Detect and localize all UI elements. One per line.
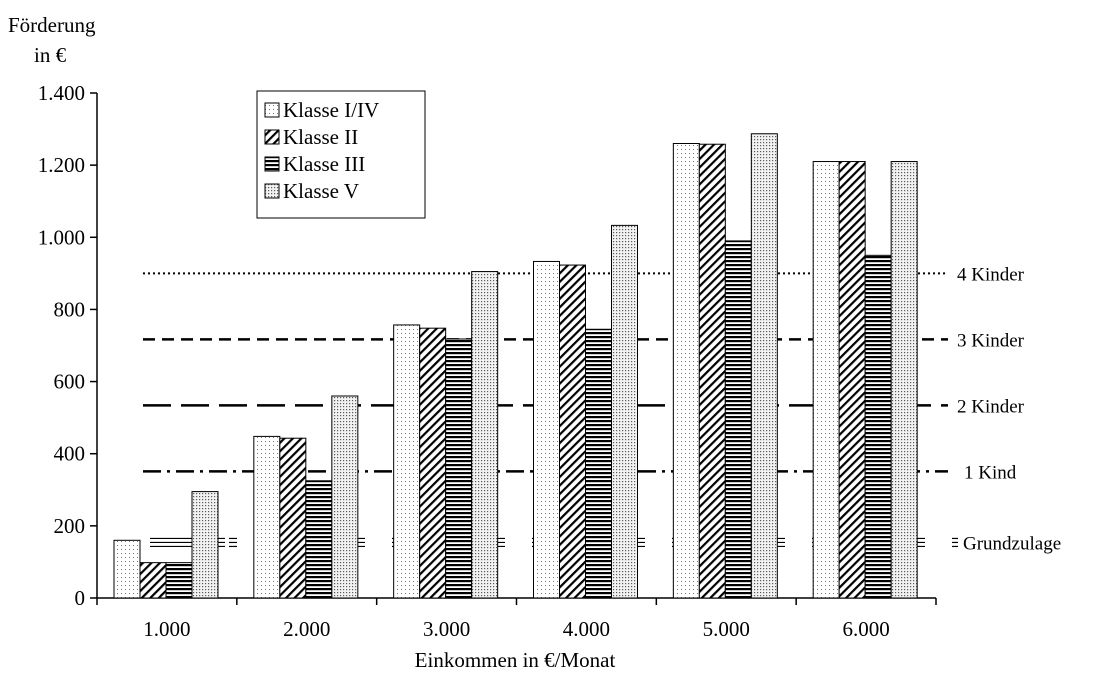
bar <box>191 491 219 599</box>
bar <box>139 562 167 599</box>
y-tick-label: 1.400 <box>38 81 85 105</box>
legend-swatch <box>264 129 280 145</box>
bar <box>393 324 421 599</box>
y-tick-label: 1.200 <box>38 153 85 177</box>
bar <box>838 161 866 599</box>
reference-line-label: 3 Kinder <box>957 330 1025 351</box>
bar <box>585 328 612 599</box>
legend-swatch <box>264 183 280 199</box>
x-axis-title: Einkommen in €/Monat <box>415 648 616 672</box>
reference-line-label: 1 Kind <box>964 462 1017 483</box>
y-tick-label: 800 <box>54 297 86 321</box>
bar <box>165 562 193 599</box>
x-ticks: 1.000 2.000 3.000 4.000 5.000 6.000 <box>96 598 937 641</box>
y-tick-label: 600 <box>54 370 86 394</box>
bar <box>890 161 918 599</box>
x-tick-label: 6.000 <box>842 617 889 641</box>
legend-swatch <box>264 102 280 118</box>
legend-label: Klasse V <box>283 179 359 203</box>
y-ticks: 0 200 400 600 800 1.000 1.200 1.400 <box>38 81 97 610</box>
bar <box>611 224 638 599</box>
x-tick-label: 1.000 <box>143 617 190 641</box>
bar <box>471 271 499 599</box>
bar <box>445 338 473 599</box>
y-axis-title-line1: Förderung <box>8 13 96 37</box>
y-tick-label: 200 <box>54 514 86 538</box>
bars <box>113 133 918 599</box>
bar <box>113 539 141 599</box>
x-tick-label: 3.000 <box>423 617 470 641</box>
bar <box>559 264 586 599</box>
bar <box>419 327 447 599</box>
bar <box>864 254 892 599</box>
legend: Klasse I/IV Klasse II Klasse III Klasse V <box>256 90 426 219</box>
y-tick-label: 400 <box>54 442 86 466</box>
y-axis-title-line2: in € <box>34 43 67 67</box>
legend-label: Klasse II <box>283 125 358 149</box>
x-tick-label: 2.000 <box>283 617 330 641</box>
bar <box>279 437 307 599</box>
bar <box>812 161 840 599</box>
bar <box>698 143 726 599</box>
bar <box>305 480 333 599</box>
legend-swatch <box>264 156 280 172</box>
x-tick-label: 4.000 <box>563 617 610 641</box>
bar <box>253 435 281 599</box>
bar <box>750 133 778 599</box>
reference-line-label: 2 Kinder <box>957 396 1025 417</box>
legend-label: Klasse III <box>283 152 365 176</box>
legend-box <box>256 90 426 219</box>
x-tick-label: 5.000 <box>703 617 750 641</box>
reference-line-label: Grundzulage <box>963 533 1061 554</box>
reference-line-label: 4 Kinder <box>957 264 1025 285</box>
bar <box>533 260 560 599</box>
bar <box>724 240 752 599</box>
bar <box>331 395 359 599</box>
y-tick-label: 1.000 <box>38 225 85 249</box>
legend-label: Klasse I/IV <box>283 98 379 122</box>
bar <box>672 143 700 599</box>
y-tick-label: 0 <box>75 586 86 610</box>
